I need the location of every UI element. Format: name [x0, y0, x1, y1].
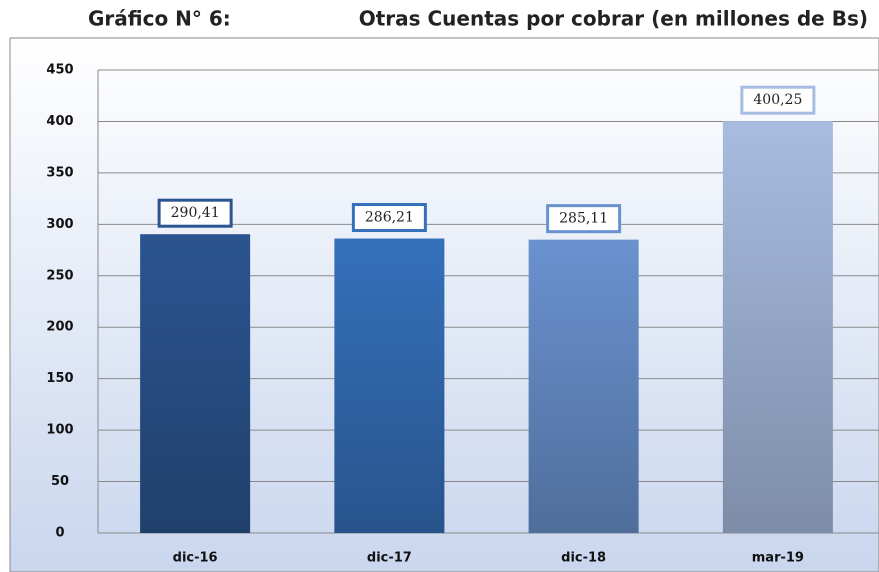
- value-label-box: [740, 85, 816, 115]
- bar: [528, 239, 639, 533]
- bar: [334, 238, 445, 533]
- x-tick-label: dic-16: [173, 551, 218, 566]
- y-tick-label: 400: [46, 114, 73, 129]
- value-label: 290,41: [171, 205, 220, 221]
- chart-subtitle: Otras Cuentas por cobrar (en millones de…: [359, 7, 868, 31]
- y-tick-label: 200: [46, 320, 73, 335]
- x-tick-label: dic-18: [561, 551, 606, 566]
- y-tick-label: 0: [55, 526, 64, 541]
- value-label: 286,21: [365, 210, 414, 226]
- value-label-box: [157, 198, 233, 228]
- x-tick-label: mar-19: [752, 551, 804, 566]
- y-tick-label: 300: [46, 217, 73, 232]
- y-tick-label: 150: [46, 371, 73, 386]
- value-label: 400,25: [753, 92, 802, 108]
- bar: [722, 121, 833, 533]
- chart-title: Gráfico N° 6:: [88, 7, 231, 31]
- value-label-box: [546, 204, 622, 234]
- value-label-box: [351, 203, 427, 233]
- y-tick-label: 250: [46, 268, 73, 283]
- y-tick-label: 100: [46, 423, 73, 438]
- y-tick-label: 350: [46, 165, 73, 180]
- x-tick-label: dic-17: [367, 551, 412, 566]
- y-tick-label: 450: [46, 63, 73, 78]
- y-tick-label: 50: [51, 474, 69, 489]
- bar: [140, 234, 251, 533]
- value-label: 285,11: [559, 211, 608, 227]
